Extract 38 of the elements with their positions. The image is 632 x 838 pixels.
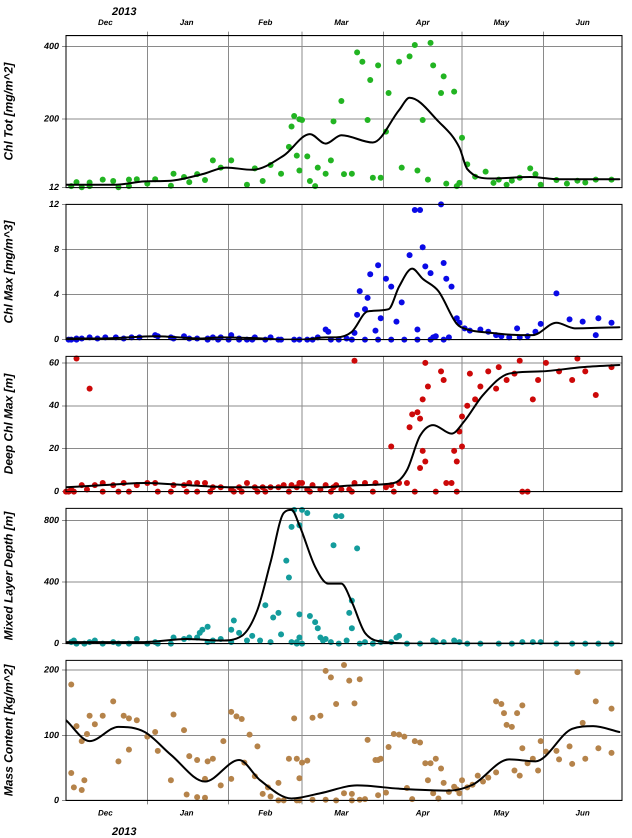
x-tick-label: May bbox=[494, 808, 510, 818]
y-tick-label: 800 bbox=[44, 515, 59, 526]
x-tick-label: Jun bbox=[576, 18, 590, 28]
x-tick-label: Feb bbox=[258, 808, 273, 818]
y-tick-label: 200 bbox=[42, 664, 59, 675]
x-tick-label: Jan bbox=[180, 18, 194, 28]
y-axis-title: Mixed Layer Depth [m] bbox=[2, 510, 16, 640]
y-axis-title: Mass Content [kg/m^2] bbox=[2, 664, 16, 796]
y-tick-label: 20 bbox=[48, 443, 59, 454]
x-tick-label: May bbox=[494, 18, 510, 28]
y-tick-label: 100 bbox=[44, 730, 59, 740]
y-tick-label: 60 bbox=[48, 357, 59, 368]
x-tick-label: Apr bbox=[414, 18, 430, 28]
x-tick-label: Jun bbox=[576, 808, 590, 818]
y-tick-label: 4 bbox=[52, 289, 59, 300]
y-tick-label: 12 bbox=[48, 182, 59, 192]
text: 2013 bbox=[112, 826, 136, 838]
y-tick-label: 8 bbox=[54, 244, 59, 254]
y-tick-label: 400 bbox=[42, 576, 59, 587]
x-tick-label: Mar bbox=[334, 808, 350, 818]
y-tick-label: 0 bbox=[54, 794, 59, 805]
y-tick-label: 200 bbox=[42, 114, 59, 124]
y-tick-label: 12 bbox=[48, 198, 59, 209]
x-tick-label: Apr bbox=[414, 808, 430, 818]
text: 2013 bbox=[112, 6, 136, 18]
y-tick-label: 0 bbox=[54, 486, 59, 496]
y-tick-label: 0 bbox=[54, 638, 59, 648]
x-tick-label: Dec bbox=[98, 808, 114, 818]
y-tick-label: 400 bbox=[42, 40, 59, 51]
y-tick-label: 0 bbox=[54, 334, 59, 344]
y-axis-title: Deep Chl Max [m] bbox=[2, 372, 16, 474]
y-tick-label: 40 bbox=[48, 400, 59, 410]
x-tick-label: Dec bbox=[98, 18, 114, 28]
x-tick-label: Mar bbox=[334, 18, 350, 28]
x-tick-label: Jan bbox=[180, 808, 194, 818]
y-axis-title: Chl Tot [mg/m^2] bbox=[2, 62, 16, 161]
y-axis-title: Chl Max [mg/m^3] bbox=[2, 219, 16, 324]
x-tick-label: Feb bbox=[258, 18, 273, 28]
